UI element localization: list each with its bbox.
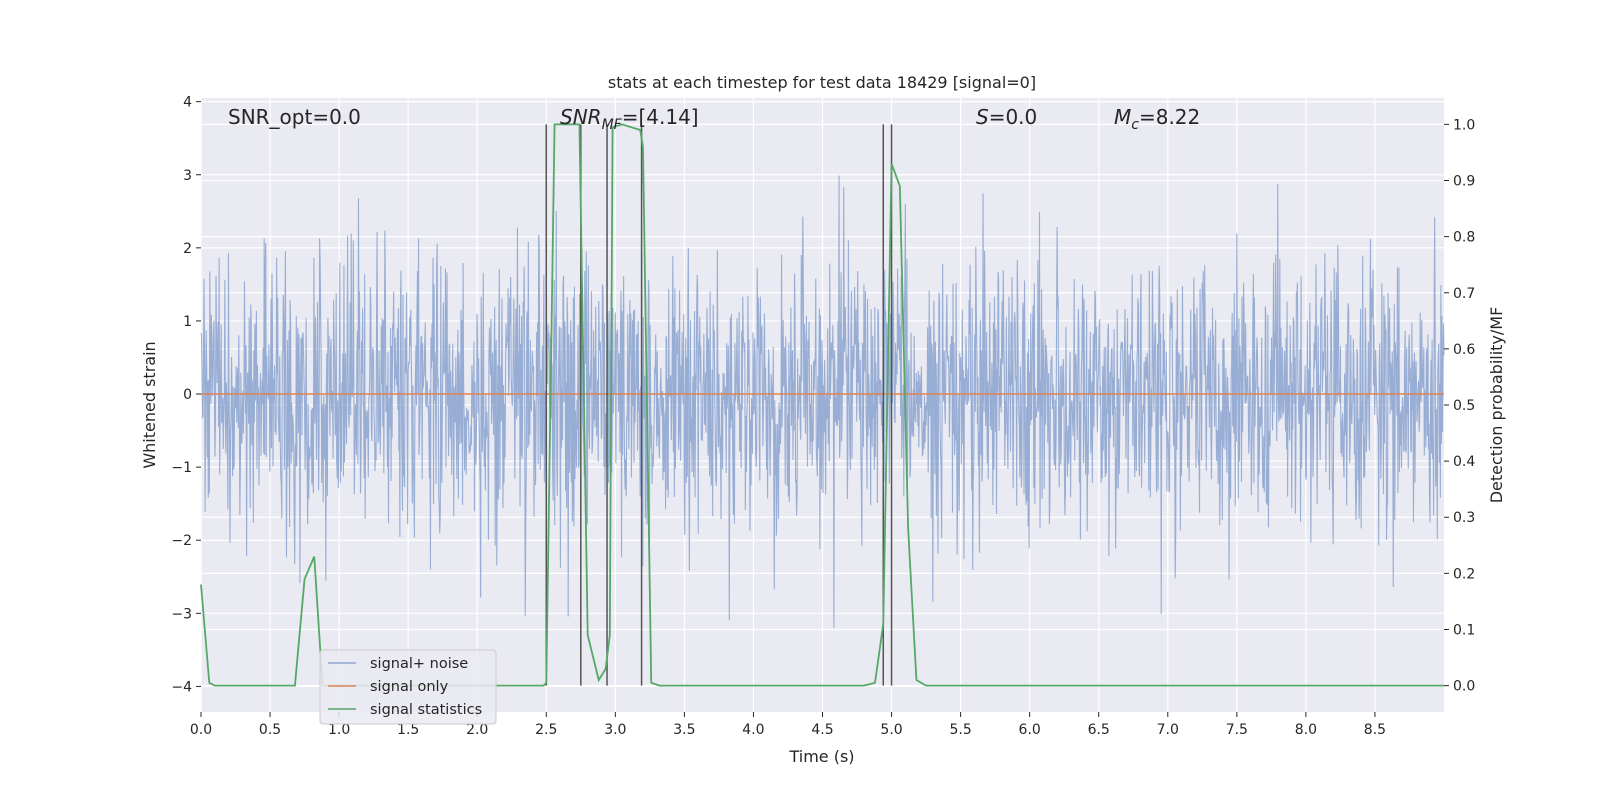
x-tick-label: 6.5 <box>1088 722 1110 738</box>
x-axis-ticks: 0.0 0.5 1.0 1.5 2.0 2.5 3.0 3.5 4.0 4.5 5.0 5.5 6.0 6… <box>190 712 1386 738</box>
x-tick-label: 8.5 <box>1364 722 1386 738</box>
x-tick-label: 5.0 <box>880 722 902 738</box>
y-left-tick-label: −2 <box>171 533 192 549</box>
x-tick-label: 0.0 <box>190 722 212 738</box>
y-axis-left-ticks: 4 3 2 1 0 −1 −2 −3 −4 <box>171 95 201 695</box>
legend-label-signal-statistics: signal statistics <box>370 702 482 718</box>
y-right-tick-label: 0.2 <box>1453 566 1475 582</box>
y-axis-left-label: Whitened strain <box>140 341 159 468</box>
annotation-snr-mf: SNRMF=[4.14] <box>560 105 699 133</box>
annotation-snr-mf-main: SNR <box>560 105 602 129</box>
x-tick-label: 4.0 <box>742 722 764 738</box>
y-right-tick-label: 0.7 <box>1453 286 1475 302</box>
chart-title: stats at each timestep for test data 184… <box>608 73 1036 92</box>
annotation-snr-mf-sub: MF <box>602 117 623 133</box>
y-left-tick-label: −3 <box>171 606 192 622</box>
x-tick-label: 1.5 <box>397 722 419 738</box>
y-left-tick-label: 4 <box>183 95 192 111</box>
y-right-tick-label: 0.5 <box>1453 398 1475 414</box>
x-tick-label: 2.0 <box>466 722 488 738</box>
annotation-s-value: =0.0 <box>989 105 1038 129</box>
x-tick-label: 1.0 <box>328 722 350 738</box>
x-tick-label: 2.5 <box>535 722 557 738</box>
y-left-tick-label: 0 <box>183 387 192 403</box>
annotation-mc-sub: c <box>1131 117 1139 133</box>
y-right-tick-label: 0.8 <box>1453 230 1475 246</box>
y-left-tick-label: −1 <box>171 460 192 476</box>
legend-label-signal-only: signal only <box>370 679 449 695</box>
y-left-tick-label: 1 <box>183 314 192 330</box>
legend-label-signal-noise: signal+ noise <box>370 656 468 672</box>
y-right-tick-label: 0.3 <box>1453 510 1475 526</box>
x-tick-label: 5.5 <box>949 722 971 738</box>
plot-area <box>200 123 1445 687</box>
annotation-snr-opt: SNR_opt=0.0 <box>228 105 361 129</box>
y-axis-right-label: Detection probability/MF <box>1487 307 1506 504</box>
x-tick-label: 4.5 <box>811 722 833 738</box>
y-right-tick-label: 0.1 <box>1453 622 1475 638</box>
signal-statistics-line <box>200 123 1444 687</box>
y-right-tick-label: 1.0 <box>1453 117 1475 133</box>
x-tick-label: 7.5 <box>1226 722 1248 738</box>
y-right-tick-label: 0.4 <box>1453 454 1475 470</box>
x-tick-label: 3.5 <box>673 722 695 738</box>
annotation-mc: Mc=8.22 <box>1114 105 1200 133</box>
x-tick-label: 6.0 <box>1019 722 1041 738</box>
y-left-tick-label: −4 <box>171 679 192 695</box>
x-tick-label: 7.0 <box>1157 722 1179 738</box>
annotation-mc-value: =8.22 <box>1139 105 1200 129</box>
x-tick-label: 0.5 <box>259 722 281 738</box>
annotation-snr-mf-value: =[4.14] <box>622 105 699 129</box>
x-axis-label: Time (s) <box>788 747 854 766</box>
signal-noise-line <box>200 175 1445 628</box>
y-right-tick-label: 0.0 <box>1453 679 1475 695</box>
y-left-tick-label: 3 <box>183 168 192 184</box>
legend: signal+ noise signal only signal statist… <box>319 649 497 725</box>
annotation-mc-main: M <box>1114 105 1131 129</box>
series-signal-noise <box>200 175 1445 628</box>
series-signal-statistics <box>200 123 1444 687</box>
legend-box <box>319 649 497 725</box>
x-tick-label: 3.0 <box>604 722 626 738</box>
y-axis-right-ticks: 1.0 0.9 0.8 0.7 0.6 0.5 0.4 0.3 0.2 0.1 0.0 <box>1444 117 1475 695</box>
y-right-tick-label: 0.9 <box>1453 174 1475 190</box>
y-right-tick-label: 0.6 <box>1453 342 1475 358</box>
x-tick-label: 8.0 <box>1295 722 1317 738</box>
y-left-tick-label: 2 <box>183 241 192 257</box>
annotation-s: S=0.0 <box>976 105 1037 129</box>
annotation-s-main: S <box>976 105 989 129</box>
